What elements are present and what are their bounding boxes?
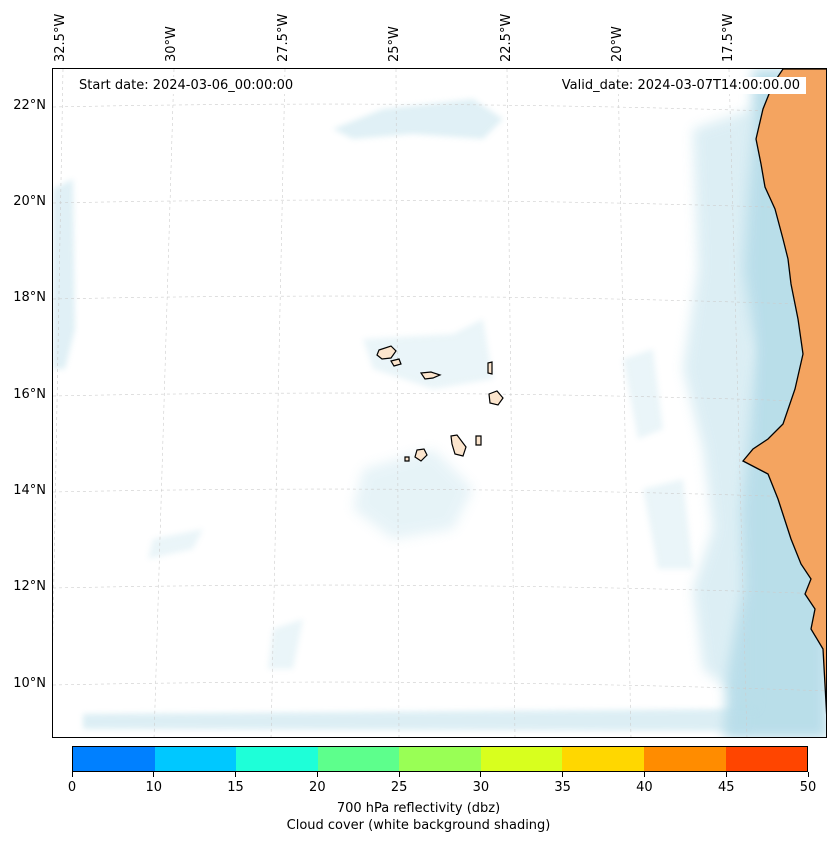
island-santo-antao bbox=[376, 345, 397, 360]
cloud-shading bbox=[53, 69, 826, 737]
colorbar-tick-label: 0 bbox=[67, 780, 77, 795]
meridian-32.5w bbox=[53, 69, 64, 645]
island-fogo bbox=[414, 448, 428, 462]
african-coast-land bbox=[741, 69, 826, 715]
colorbar-segment-2 bbox=[236, 747, 318, 771]
meridian-25w bbox=[395, 69, 400, 737]
lat-label-18n: 18°N bbox=[13, 290, 46, 305]
colorbar-segment-8 bbox=[725, 747, 808, 771]
cabo-verde-islands bbox=[376, 345, 504, 462]
cloud-west-edge bbox=[53, 179, 75, 369]
map-canvas bbox=[53, 69, 826, 737]
colorbar-title: 700 hPa reflectivity (dbz) bbox=[336, 801, 501, 816]
colorbar-tick-label: 10 bbox=[145, 780, 163, 795]
colorbar-tick bbox=[153, 772, 155, 777]
lon-label-30w: 30°W bbox=[164, 26, 179, 62]
colorbar-segment-5 bbox=[480, 747, 563, 771]
cloud-east-streaks bbox=[623, 349, 693, 569]
colorbar-tick bbox=[807, 772, 809, 777]
graticule bbox=[53, 69, 826, 737]
colorbar-segment-1 bbox=[154, 747, 237, 771]
colorbar-tick bbox=[71, 772, 73, 777]
lat-label-20n: 20°N bbox=[13, 194, 46, 209]
colorbar-tick-label: 15 bbox=[227, 780, 244, 795]
reflectivity-colorbar bbox=[72, 746, 808, 772]
cloud-north-band bbox=[333, 99, 503, 139]
meridian-17.5w bbox=[728, 69, 748, 737]
meridian-20w bbox=[617, 69, 632, 737]
parallel-12n bbox=[53, 584, 826, 595]
parallel-14n bbox=[53, 488, 826, 499]
island-boa-vista bbox=[488, 390, 504, 406]
start-date-label: Start date: 2024-03-06_00:00:00 bbox=[73, 77, 300, 94]
island-sao-vicente bbox=[390, 358, 402, 367]
lon-label-27.5w: 27.5°W bbox=[276, 13, 291, 62]
colorbar-tick bbox=[562, 772, 564, 777]
valid-date-label: Valid_date: 2024-03-07T14:00:00.00 bbox=[555, 77, 806, 94]
colorbar-tick bbox=[643, 772, 645, 777]
colorbar-segment-6 bbox=[562, 747, 644, 771]
cloud-southwest bbox=[148, 529, 303, 669]
meridian-27.5w bbox=[270, 69, 286, 737]
colorbar-tick-label: 45 bbox=[717, 780, 735, 795]
colorbar-tick-label: 20 bbox=[309, 780, 326, 795]
colorbar-tick-label: 50 bbox=[799, 780, 817, 795]
colorbar-tick bbox=[725, 772, 727, 777]
colorbar-tick-label: 40 bbox=[636, 780, 653, 795]
colorbar-segment-3 bbox=[317, 747, 400, 771]
parallel-22n bbox=[53, 103, 826, 114]
island-sal bbox=[487, 361, 493, 375]
colorbar-segment-7 bbox=[643, 747, 726, 771]
map-panel: Start date: 2024-03-06_00:00:00 Valid_da… bbox=[52, 68, 827, 738]
colorbar-tick bbox=[235, 772, 237, 777]
colorbar-tick-label: 35 bbox=[554, 780, 571, 795]
lon-label-22.5w: 22.5°W bbox=[499, 13, 514, 62]
colorbar-subtitle: Cloud cover (white background shading) bbox=[286, 818, 551, 833]
parallel-16n bbox=[53, 392, 826, 403]
parallel-20n bbox=[53, 199, 826, 210]
lon-label-32.5w: 32.5°W bbox=[53, 13, 68, 62]
lon-label-25w: 25°W bbox=[387, 26, 402, 62]
colorbar-tick bbox=[316, 772, 318, 777]
lon-label-20w: 20°W bbox=[610, 26, 625, 62]
parallel-18n bbox=[53, 295, 826, 306]
island-sao-nicolau bbox=[419, 371, 442, 380]
meridian-30w bbox=[153, 69, 175, 737]
cloud-south-band bbox=[83, 709, 753, 731]
lon-label-17.5w: 17.5°W bbox=[721, 13, 736, 62]
island-brava bbox=[404, 456, 410, 462]
colorbar-segment-4 bbox=[399, 747, 481, 771]
colorbar-tick bbox=[398, 772, 400, 777]
colorbar-tick-label: 25 bbox=[390, 780, 408, 795]
cloud-coastal-band-inner bbox=[683, 109, 753, 709]
lat-label-14n: 14°N bbox=[13, 483, 46, 498]
lat-label-10n: 10°N bbox=[13, 676, 46, 691]
colorbar-segment-0 bbox=[73, 747, 155, 771]
colorbar-tick-label: 30 bbox=[472, 780, 490, 795]
colorbar-tick bbox=[480, 772, 482, 777]
island-maio bbox=[475, 435, 482, 446]
lat-label-16n: 16°N bbox=[13, 387, 46, 402]
cloud-central-north bbox=[363, 319, 493, 389]
cloud-central bbox=[353, 449, 473, 539]
island-santiago bbox=[450, 434, 467, 457]
lat-label-22n: 22°N bbox=[13, 98, 46, 113]
lat-label-12n: 12°N bbox=[13, 579, 46, 594]
parallel-10n bbox=[53, 681, 826, 692]
meridian-22.5w bbox=[506, 69, 516, 737]
